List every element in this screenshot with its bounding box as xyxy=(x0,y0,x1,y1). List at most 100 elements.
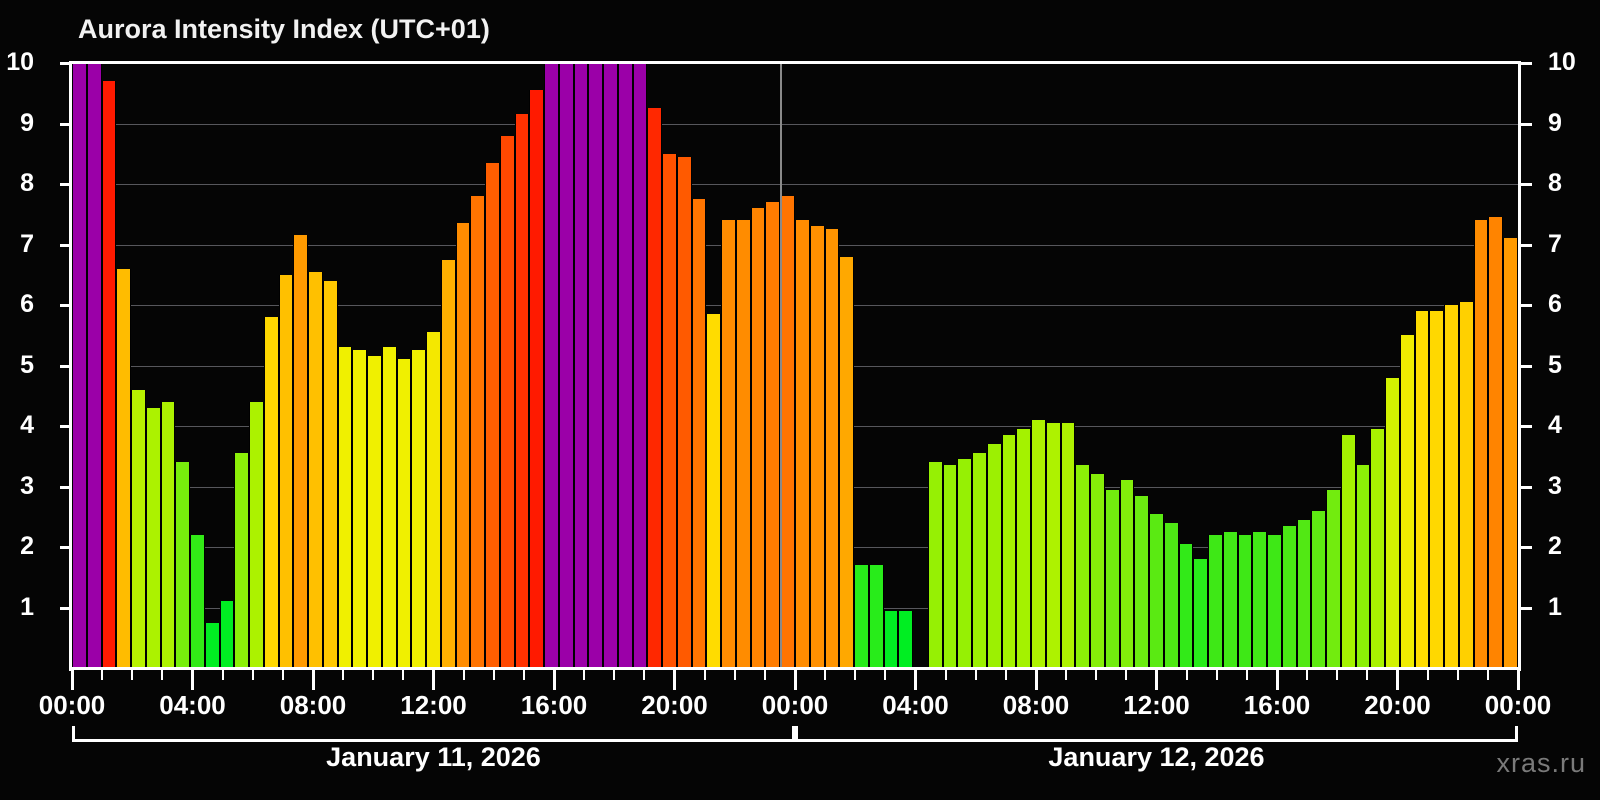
x-tick-major xyxy=(552,670,556,690)
chart-bar xyxy=(411,350,427,668)
axis-top-line xyxy=(72,61,1518,64)
x-tick-major xyxy=(1516,670,1520,690)
x-tick-minor xyxy=(1486,670,1489,680)
x-tick-minor xyxy=(1336,670,1339,680)
x-tick-minor xyxy=(854,670,857,680)
x-tick-minor xyxy=(342,670,345,680)
chart-bar xyxy=(1104,489,1120,668)
y-tick-label-left: 1 xyxy=(20,592,34,621)
x-tick-label: 12:00 xyxy=(400,690,467,720)
chart-bar xyxy=(1414,311,1430,668)
x-tick-major xyxy=(1155,670,1158,690)
y-tick-label-right: 8 xyxy=(1548,169,1562,197)
chart-bar xyxy=(1399,335,1415,668)
x-tick-minor xyxy=(763,670,766,680)
x-tick-minor xyxy=(974,670,977,680)
chart-bar xyxy=(1178,543,1194,668)
chart-bar xyxy=(1060,422,1076,668)
x-tick-minor xyxy=(1125,670,1128,680)
chart-bar xyxy=(1503,238,1518,668)
chart-bar xyxy=(367,356,382,668)
chart-bar xyxy=(839,256,854,668)
chart-bar xyxy=(175,462,191,668)
chart-bar xyxy=(1090,474,1105,668)
chart-bar xyxy=(308,271,323,668)
chart-bar xyxy=(780,196,795,668)
x-tick-label: 12:00 xyxy=(1123,690,1190,720)
x-tick-minor xyxy=(1004,670,1007,680)
y-tick-label-right: 1 xyxy=(1548,592,1562,621)
chart-bar xyxy=(824,229,840,668)
y-tick-label-left: 9 xyxy=(20,108,34,137)
page-title: Aurora Intensity Index (UTC+01) xyxy=(78,14,490,44)
x-tick-minor xyxy=(281,670,284,680)
chart-bar xyxy=(1458,301,1474,668)
chart-bar xyxy=(662,153,677,668)
chart-bar xyxy=(1340,435,1356,668)
y-tick-mark-right xyxy=(1521,62,1532,65)
x-tick-label: 20:00 xyxy=(641,690,708,720)
chart-bar xyxy=(1119,480,1135,668)
x-tick-minor xyxy=(824,670,827,680)
y-tick-label-right: 4 xyxy=(1548,411,1562,439)
day-bracket xyxy=(72,726,795,742)
x-tick-major xyxy=(70,670,74,690)
x-tick-major xyxy=(311,670,315,690)
chart-bar xyxy=(426,332,441,668)
y-tick-mark-left xyxy=(60,183,71,186)
chart-bar xyxy=(396,359,412,668)
x-tick-minor xyxy=(1215,670,1218,680)
x-tick-minor xyxy=(1095,670,1098,680)
chart-bar xyxy=(1045,422,1061,668)
y-tick-mark-right xyxy=(1521,122,1532,126)
x-tick-minor xyxy=(131,670,134,680)
x-tick-minor xyxy=(372,670,375,680)
chart-bar xyxy=(603,63,618,668)
chart-bar xyxy=(1355,465,1371,668)
chart-bar xyxy=(278,274,294,668)
day-label: January 11, 2026 xyxy=(326,742,541,772)
chart-bar xyxy=(1252,531,1268,668)
chart-bar xyxy=(1370,429,1386,668)
y-tick-label-left: 5 xyxy=(20,350,34,379)
x-tick-label: 04:00 xyxy=(882,690,949,720)
chart-bar xyxy=(145,407,161,668)
chart-bar xyxy=(101,81,117,668)
y-tick-label-right: 10 xyxy=(1548,48,1576,76)
x-tick-minor xyxy=(1245,670,1248,680)
x-tick-minor xyxy=(884,670,887,680)
chart-bar xyxy=(883,610,899,668)
x-tick-minor xyxy=(1426,670,1429,680)
y-tick-label-right: 9 xyxy=(1548,108,1562,137)
chart-bar xyxy=(337,347,353,668)
gridline xyxy=(72,184,1518,185)
chart-bar xyxy=(957,459,973,668)
x-tick-minor xyxy=(1456,670,1459,680)
y-tick-mark-left xyxy=(60,546,71,549)
chart-bar xyxy=(647,108,663,668)
x-tick-minor xyxy=(643,670,646,680)
y-tick-mark-left xyxy=(60,122,71,126)
chart-bar xyxy=(190,534,205,668)
x-tick-label: 16:00 xyxy=(520,690,588,720)
x-tick-label: 00:00 xyxy=(38,690,106,720)
x-tick-minor xyxy=(161,670,164,680)
chart-bar xyxy=(1296,519,1312,668)
y-tick-label-right: 3 xyxy=(1548,471,1562,500)
chart-bar xyxy=(249,401,264,668)
chart-bar xyxy=(455,223,471,668)
chart-bar xyxy=(1163,522,1179,668)
y-tick-mark-right xyxy=(1521,485,1532,489)
y-tick-label-right: 2 xyxy=(1548,532,1562,560)
x-tick-label: 08:00 xyxy=(279,690,347,720)
axis-bottom-line xyxy=(72,667,1518,670)
plot-area xyxy=(72,63,1518,668)
chart-bar xyxy=(1193,559,1209,668)
chart-bar xyxy=(1488,217,1504,668)
watermark: xras.ru xyxy=(1496,748,1586,778)
chart-bar xyxy=(1385,377,1400,668)
y-tick-mark-left xyxy=(60,243,71,247)
chart-bar xyxy=(322,280,338,668)
y-tick-label-left: 10 xyxy=(6,48,34,76)
chart-bar xyxy=(1429,311,1445,668)
